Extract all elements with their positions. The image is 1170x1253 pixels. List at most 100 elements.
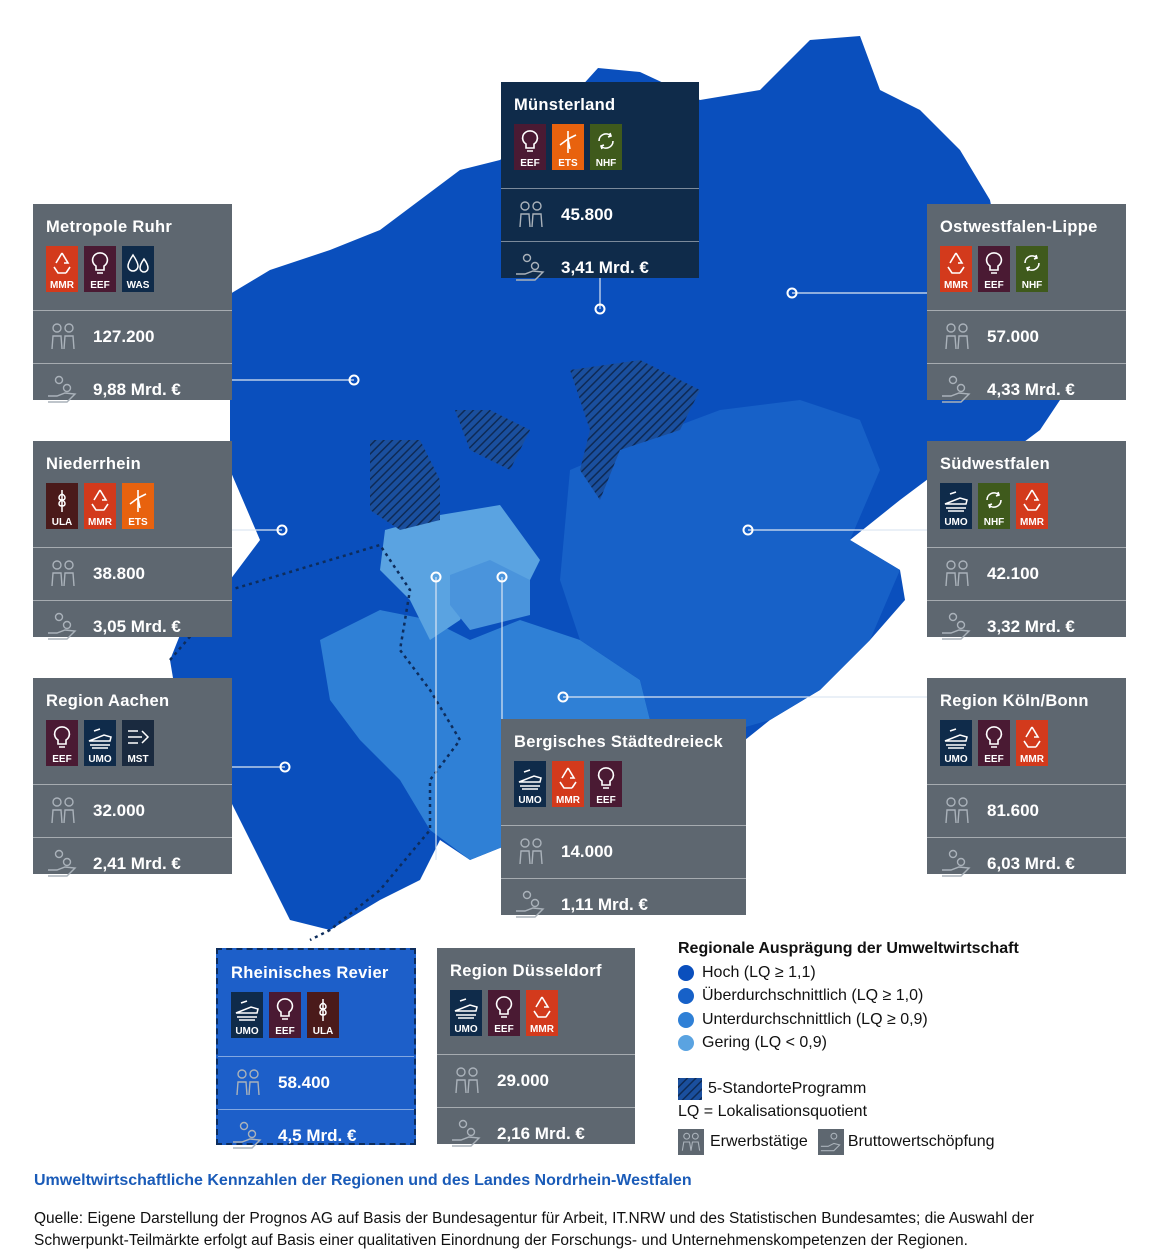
badge-label: MMR <box>552 795 584 807</box>
region-title: Bergisches Städtedreieck <box>514 733 723 751</box>
gva-value: 4,33 Mrd. € <box>987 380 1075 399</box>
region-title: Südwestfalen <box>940 455 1050 473</box>
revier-border <box>169 543 462 942</box>
badge-eef: EEF <box>978 246 1010 292</box>
badge-mmr: MMR <box>84 483 116 529</box>
badge-label: MST <box>122 754 154 766</box>
badge-label: NHF <box>978 517 1010 529</box>
badge-eef: EEF <box>978 720 1010 766</box>
badge-label: UMO <box>231 1026 263 1038</box>
badge-umo: UMO <box>940 483 972 529</box>
employees-row: 29.000 <box>437 1054 635 1107</box>
gva-value: 1,11 Mrd. € <box>561 895 648 914</box>
umo-icon <box>944 491 968 512</box>
mmr-icon <box>1023 489 1041 511</box>
badge-label: ULA <box>307 1026 339 1038</box>
umo-icon <box>944 728 968 749</box>
badge-mmr: MMR <box>940 246 972 292</box>
source-note: Quelle: Eigene Darstellung der Prognos A… <box>34 1210 1035 1249</box>
mmr-icon <box>533 996 551 1018</box>
region-card: Region Aachen EEF UMO MST 32.000 2,41 Mr… <box>33 678 232 877</box>
badge-was: WAS <box>122 246 154 292</box>
badge-nhf: NHF <box>590 124 622 170</box>
employees-value: 14.000 <box>561 842 613 861</box>
badge-mmr: MMR <box>552 761 584 807</box>
segment-badges: UMO EEF MMR <box>437 986 635 1042</box>
badge-label: EEF <box>514 158 546 170</box>
employees-row: 58.400 <box>218 1056 414 1109</box>
badge-label: MMR <box>526 1024 558 1036</box>
segment-badges: EEF ETS NHF <box>501 120 699 176</box>
region-card: Region Düsseldorf UMO EEF MMR 29.000 2,1… <box>437 948 635 1147</box>
gva-value: 2,41 Mrd. € <box>93 854 181 873</box>
mmr-icon <box>559 767 577 789</box>
badge-label: UMO <box>514 795 546 807</box>
badge-label: EEF <box>269 1026 301 1038</box>
employees-row: 81.600 <box>927 784 1126 837</box>
legend-item-unter: Unterdurchschnittlich (LQ ≥ 0,9) <box>678 1008 1098 1032</box>
legend-dot-icon <box>678 1011 694 1028</box>
badge-umo: UMO <box>231 992 263 1038</box>
region-title: Münsterland <box>514 96 616 114</box>
region-title: Region Köln/Bonn <box>940 692 1089 710</box>
badge-ula: ULA <box>307 992 339 1038</box>
nhf-icon <box>1024 254 1040 272</box>
region-title: Region Düsseldorf <box>450 962 602 980</box>
mmr-icon <box>91 489 109 511</box>
gva-row: 1,11 Mrd. € <box>501 878 746 931</box>
segment-badges: UMO NHF MMR <box>927 479 1126 535</box>
hatched-area-1 <box>370 440 440 530</box>
eef-icon <box>91 252 109 274</box>
badge-nhf: NHF <box>978 483 1010 529</box>
employees-value: 127.200 <box>93 327 155 346</box>
employees-row: 45.800 <box>501 188 699 241</box>
gva-icon <box>48 375 77 403</box>
gva-value: 6,03 Mrd. € <box>987 854 1075 873</box>
gva-value: 3,05 Mrd. € <box>93 617 181 636</box>
badge-label: UMO <box>84 754 116 766</box>
segment-badges: MMR EEF NHF <box>927 242 1126 298</box>
badge-label: MMR <box>1016 517 1048 529</box>
ula-icon <box>58 490 66 512</box>
gva-icon <box>817 1128 844 1155</box>
mmr-icon <box>53 252 71 274</box>
gva-icon <box>452 1119 481 1147</box>
badge-eef: EEF <box>590 761 622 807</box>
badge-label: ULA <box>46 517 78 529</box>
badge-label: ETS <box>552 158 584 170</box>
region-title: Niederrhein <box>46 455 141 473</box>
badge-label: NHF <box>1016 280 1048 292</box>
eef-icon <box>985 726 1003 748</box>
eef-icon <box>985 252 1003 274</box>
gva-icon <box>516 253 545 281</box>
gva-row: 9,88 Mrd. € <box>33 363 232 416</box>
badge-mmr: MMR <box>1016 483 1048 529</box>
badge-ula: ULA <box>46 483 78 529</box>
region-ueber-sw <box>560 400 900 740</box>
was-icon <box>127 253 149 273</box>
employees-value: 29.000 <box>497 1071 549 1090</box>
gva-row: 6,03 Mrd. € <box>927 837 1126 890</box>
employees-value: 81.600 <box>987 801 1039 820</box>
badge-label: EEF <box>46 754 78 766</box>
gva-row: 4,5 Mrd. € <box>218 1109 414 1162</box>
employees-icon <box>51 560 75 587</box>
badge-eef: EEF <box>269 992 301 1038</box>
region-card: Niederrhein ULA MMR ETS 38.800 3,05 Mrd.… <box>33 441 232 640</box>
ula-icon <box>319 999 327 1021</box>
employees-row: 32.000 <box>33 784 232 837</box>
badge-label: UMO <box>940 754 972 766</box>
region-card: Region Köln/Bonn UMO EEF MMR 81.600 6,03… <box>927 678 1126 877</box>
employees-row: 42.100 <box>927 547 1126 600</box>
badge-label: EEF <box>978 754 1010 766</box>
gva-row: 2,16 Mrd. € <box>437 1107 635 1160</box>
badge-label: UMO <box>940 517 972 529</box>
mmr-icon <box>1023 726 1041 748</box>
umo-icon <box>235 1000 259 1021</box>
employees-icon <box>455 1067 479 1094</box>
gva-value: 9,88 Mrd. € <box>93 380 181 399</box>
badge-label: EEF <box>84 280 116 292</box>
employees-icon <box>51 323 75 350</box>
gva-row: 3,05 Mrd. € <box>33 600 232 653</box>
employees-row: 57.000 <box>927 310 1126 363</box>
